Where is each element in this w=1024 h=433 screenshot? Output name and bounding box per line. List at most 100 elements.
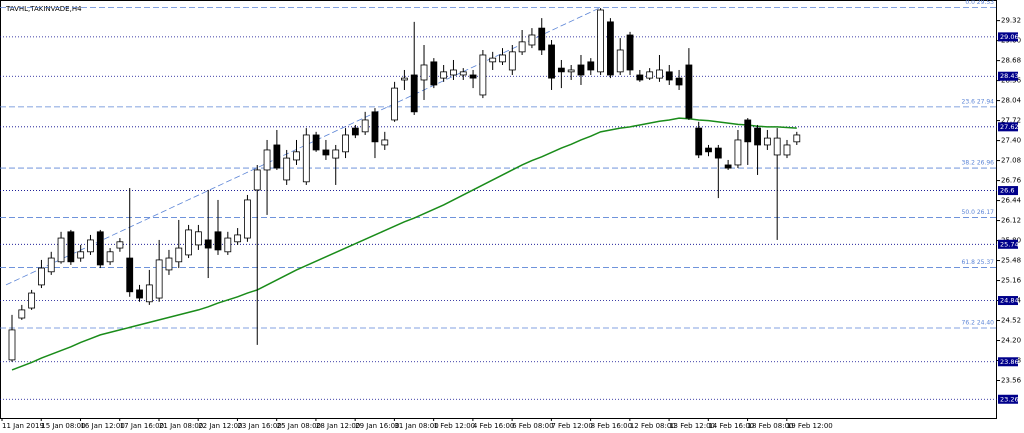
plot-frame — [0, 0, 997, 419]
y-tick-label: 25.48 — [1001, 257, 1021, 265]
candle-body — [332, 149, 340, 159]
level-label-box — [998, 71, 1018, 81]
candle-body — [714, 147, 722, 159]
y-tick-label: 23.56 — [1001, 377, 1022, 385]
level-label: 23.26 — [1000, 395, 1019, 403]
candle-body — [312, 134, 320, 151]
candle-body — [616, 49, 624, 73]
candle-body — [705, 147, 712, 153]
candle-body — [656, 69, 663, 79]
x-tick-label: 1 Feb 12:00 — [434, 422, 475, 430]
candle-body — [18, 309, 26, 319]
candle-body — [489, 57, 497, 63]
candle-body — [675, 77, 683, 86]
candle-body — [57, 237, 65, 263]
candle-body — [67, 231, 75, 263]
candle-body — [273, 144, 281, 169]
candle-body — [597, 9, 604, 73]
x-tick-label: 18 Feb 08:00 — [748, 422, 794, 430]
x-tick-label: 7 Feb 12:00 — [551, 422, 592, 430]
x-tick-label: 11 Jan 2019 — [2, 422, 44, 430]
x-tick-label: 4 Feb 16:00 — [473, 422, 514, 430]
candle-body — [106, 251, 114, 263]
x-tick-label: 28 Jan 12:00 — [316, 422, 360, 430]
candle-body — [479, 54, 487, 96]
candle-body — [430, 61, 438, 86]
candle-body — [214, 231, 222, 251]
x-tick-label: 31 Jan 08:00 — [394, 422, 438, 430]
level-label-box — [998, 186, 1018, 196]
candle-body — [400, 77, 408, 81]
y-tick-label: 27.40 — [1001, 137, 1021, 145]
candle-body — [793, 134, 801, 143]
candle-body — [763, 137, 771, 146]
candle-body — [204, 239, 212, 249]
candle-body — [773, 137, 781, 156]
candle-body — [361, 119, 369, 133]
y-tick-label: 24.52 — [1001, 317, 1021, 325]
candle-body — [126, 257, 134, 293]
level-label-box — [998, 122, 1018, 132]
candle-body — [234, 234, 242, 243]
level-label: 29.06 — [1000, 33, 1019, 41]
candle-body — [557, 67, 565, 73]
candle-body — [391, 87, 398, 121]
candle-body — [567, 69, 575, 73]
level-label-box — [998, 32, 1018, 42]
candle-body — [302, 134, 310, 183]
level-label: 24.84 — [1000, 297, 1019, 305]
level-label-box — [998, 357, 1018, 367]
candle-body — [685, 64, 693, 119]
candle-body — [322, 149, 330, 156]
level-label-box — [998, 394, 1018, 404]
x-tick-label: 14 Feb 16:00 — [708, 422, 754, 430]
fib-label: 38.2 26.96 — [962, 160, 995, 167]
x-tick-label: 16 Jan 12:00 — [80, 422, 124, 430]
candle-body — [577, 64, 585, 76]
x-tick-label: 25 Jan 08:00 — [277, 422, 321, 430]
candle-body — [420, 64, 428, 81]
level-label: 28.43 — [1000, 72, 1019, 80]
candle-body — [665, 71, 673, 81]
candle-body — [734, 139, 742, 166]
candle-body — [244, 199, 251, 239]
candle-body — [224, 237, 232, 253]
candle-body — [253, 169, 261, 191]
candle-body — [342, 134, 349, 153]
x-tick-label: 12 Feb 08:00 — [630, 422, 676, 430]
candle-body — [518, 41, 526, 53]
level-label: 26.6 — [1000, 187, 1014, 195]
candle-body — [744, 119, 752, 143]
level-label-box — [998, 296, 1018, 306]
candle-body — [783, 144, 791, 156]
candle-body — [695, 127, 703, 156]
candle-body — [38, 267, 45, 286]
fib-label: 61.8 25.37 — [962, 259, 995, 266]
x-tick-label: 21 Jan 08:00 — [159, 422, 203, 430]
candle-body — [587, 61, 595, 71]
candle-body — [185, 229, 192, 256]
candle-body — [47, 257, 55, 273]
candle-body — [351, 127, 359, 136]
candle-body — [293, 151, 300, 161]
candle-body — [77, 251, 85, 259]
x-tick-label: 17 Jan 16:00 — [120, 422, 164, 430]
candle-body — [283, 157, 291, 181]
candle-body — [440, 71, 448, 79]
candle-body — [371, 111, 379, 143]
candle-body — [28, 292, 36, 309]
y-tick-label: 28.68 — [1001, 57, 1021, 65]
candle-body — [646, 71, 654, 79]
x-tick-label: 29 Jan 16:00 — [355, 422, 399, 430]
level-label: 23.86 — [1000, 358, 1019, 366]
y-tick-label: 24.20 — [1001, 337, 1021, 345]
candle-body — [607, 21, 614, 76]
y-tick-label: 26.44 — [1001, 197, 1022, 205]
candle-body — [626, 34, 634, 71]
candle-body — [410, 74, 418, 113]
y-tick-label: 27.08 — [1001, 157, 1021, 165]
moving-average — [11, 117, 797, 371]
fib-label: 23.6 27.94 — [962, 98, 995, 105]
fib-label: 50.0 26.17 — [962, 209, 995, 216]
